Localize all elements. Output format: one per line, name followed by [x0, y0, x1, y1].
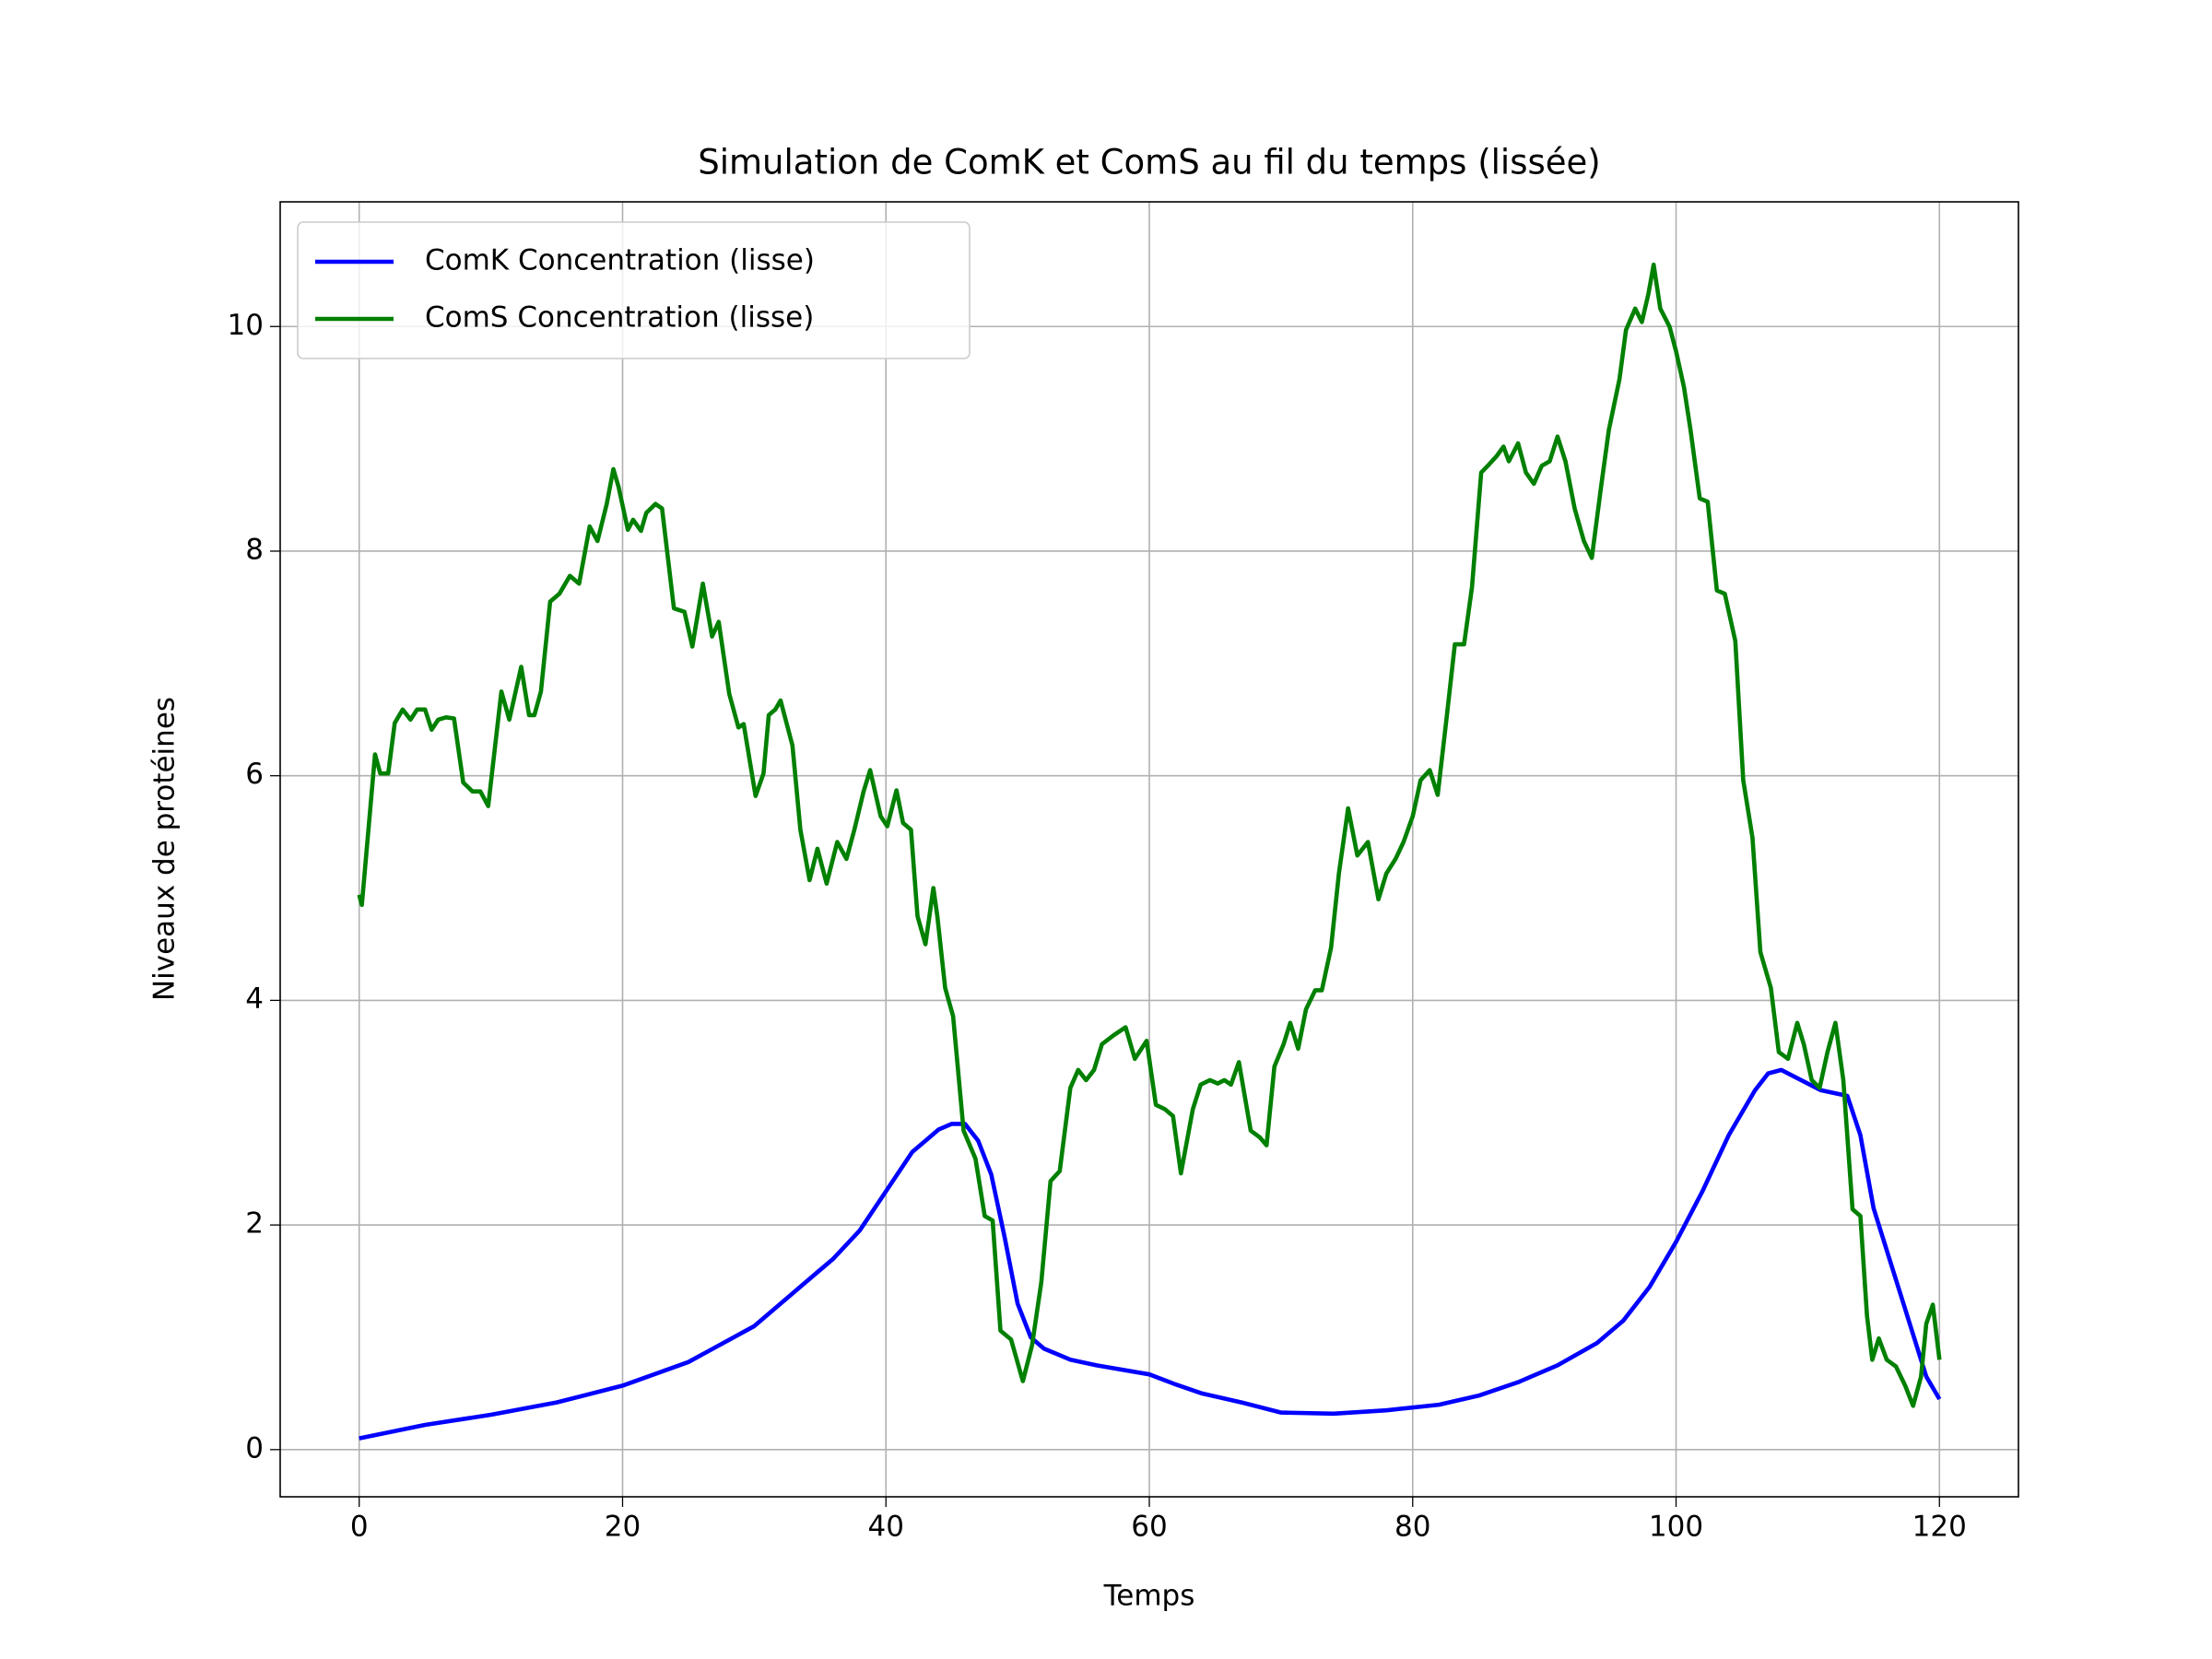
x-tick-label: 60	[1131, 1511, 1167, 1544]
y-tick-label: 8	[245, 533, 264, 566]
legend-box	[297, 221, 971, 359]
y-tick-label: 2	[245, 1207, 264, 1241]
plot-frame	[279, 201, 2019, 1498]
x-axis-label: Temps	[1103, 1580, 1195, 1613]
y-axis-label: Niveaux de protéines	[148, 697, 182, 1001]
x-tick-label: 40	[868, 1511, 904, 1544]
series-line	[359, 1067, 1942, 1441]
y-tick-label: 0	[245, 1431, 264, 1465]
x-tick-label: 120	[1912, 1511, 1967, 1544]
x-tick-label: 20	[605, 1511, 641, 1544]
y-tick-label: 4	[245, 982, 264, 1016]
y-tick-label: 6	[245, 758, 264, 791]
x-tick-label: 80	[1394, 1511, 1430, 1544]
legend-label: ComS Concentration (lisse)	[425, 301, 814, 335]
chart-title: Simulation de ComK et ComS au fil du tem…	[698, 143, 1600, 182]
x-tick-label: 0	[350, 1511, 369, 1544]
series-line	[357, 262, 1942, 1408]
grid	[280, 202, 2018, 1497]
legend-label: ComK Concentration (lisse)	[425, 244, 815, 277]
y-tick-label: 10	[228, 309, 264, 342]
x-tick-label: 100	[1649, 1511, 1703, 1544]
